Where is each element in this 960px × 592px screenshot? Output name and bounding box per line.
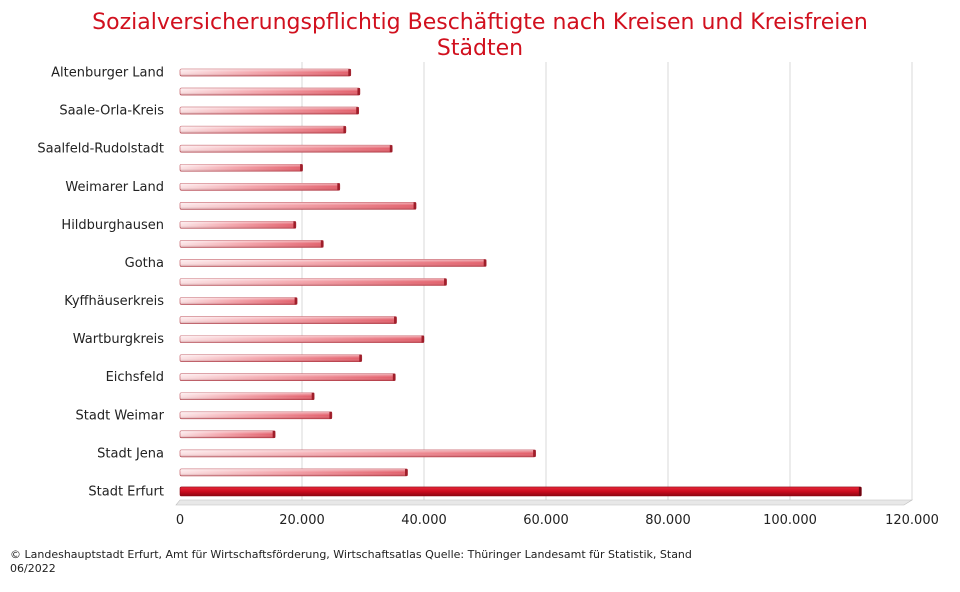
bar-shading	[180, 468, 408, 476]
chart-title: Sozialversicherungspflichtig Beschäftigt…	[92, 10, 868, 61]
bar-shading	[180, 259, 487, 267]
bar-end-cap	[483, 259, 487, 267]
bar-end-cap	[421, 335, 424, 343]
bar-end-cap	[300, 164, 303, 172]
source-note: © Landeshauptstadt Erfurt, Amt für Wirts…	[10, 548, 692, 575]
y-category-label: Eichsfeld	[106, 370, 164, 385]
bar-end-cap	[356, 107, 359, 115]
bar-shading	[180, 411, 332, 419]
bar-end-cap	[405, 468, 408, 476]
x-tick-label: 80.000	[645, 513, 691, 528]
bar-end-cap	[272, 430, 276, 438]
x-tick-label: 0	[176, 513, 184, 528]
y-category-label: Stadt Jena	[97, 446, 164, 461]
bar-shading	[180, 126, 346, 134]
y-category-label: Kyffhäuserkreis	[64, 294, 164, 309]
bar-shading	[180, 392, 315, 400]
bar	[179, 449, 536, 458]
bar	[179, 411, 333, 420]
y-category-label: Stadt Erfurt	[88, 484, 164, 499]
bar-shading	[180, 373, 396, 381]
bar-shading	[180, 88, 360, 96]
bar	[179, 163, 303, 172]
y-category-label: Hildburghausen	[61, 218, 164, 233]
bar	[179, 335, 425, 343]
y-category-label: Altenburger Land	[51, 66, 164, 81]
bar	[179, 486, 862, 497]
x-axis-floor	[175, 499, 914, 506]
bar-end-cap	[294, 297, 298, 305]
y-category-label: Gotha	[125, 256, 164, 271]
bar	[179, 144, 393, 153]
y-category-label: Wartburgkreis	[73, 332, 164, 347]
bar	[179, 87, 361, 96]
bar-end-cap	[320, 240, 324, 248]
bar-end-cap	[329, 411, 332, 419]
bar-shading	[180, 202, 417, 210]
bar-end-cap	[293, 221, 296, 229]
bar	[179, 182, 341, 191]
bar	[179, 316, 397, 324]
bar-shading	[180, 354, 362, 362]
bar	[179, 259, 487, 267]
bar-shading	[180, 335, 424, 343]
bar-end-cap	[389, 145, 393, 153]
bar-shading	[180, 316, 397, 324]
y-category-label: Saale-Orla-Kreis	[59, 104, 164, 119]
bar	[179, 373, 396, 382]
x-tick-label: 40.000	[401, 513, 447, 528]
bar	[179, 430, 276, 439]
bar-end-cap	[348, 69, 351, 77]
bar-shading	[180, 278, 447, 286]
bar-shading	[180, 297, 298, 305]
y-category-label: Stadt Weimar	[76, 408, 165, 423]
bar	[179, 354, 363, 362]
y-category-label: Weimarer Land	[65, 180, 164, 195]
bar-shading	[180, 164, 303, 172]
bar	[179, 468, 408, 477]
bar	[179, 240, 324, 248]
x-tick-label: 60.000	[523, 513, 569, 528]
bar-end-cap	[337, 183, 340, 191]
bar	[179, 125, 347, 134]
bar-shading	[180, 430, 276, 438]
bar-shading	[180, 449, 536, 457]
bar-end-cap	[413, 202, 417, 210]
bar-body	[179, 486, 862, 497]
bar-shading	[180, 145, 393, 153]
bar-end-cap	[394, 316, 397, 324]
bar	[179, 392, 315, 401]
bar	[179, 221, 297, 229]
bar	[179, 106, 360, 115]
bar	[179, 278, 447, 286]
bar	[179, 68, 352, 77]
y-category-label: Saalfeld-Rudolstadt	[37, 142, 164, 157]
bar-end-cap	[444, 278, 447, 286]
bar-end-cap	[392, 373, 396, 381]
bar-end-cap	[343, 126, 346, 134]
bar-shading	[180, 221, 296, 229]
bar-end-cap	[359, 354, 362, 362]
bar-end-cap	[357, 88, 360, 96]
x-tick-label: 20.000	[279, 513, 325, 528]
bar-shading	[180, 107, 359, 115]
bar-end-cap	[858, 486, 862, 496]
bar-shading	[180, 183, 340, 191]
bar	[179, 297, 298, 305]
bar-end-cap	[533, 449, 536, 457]
bar-shading	[180, 240, 324, 248]
x-tick-label: 120.000	[885, 513, 939, 528]
bar-end-cap	[311, 392, 315, 400]
x-tick-label: 100.000	[763, 513, 817, 528]
bar	[179, 202, 417, 210]
bar-shading	[180, 69, 351, 77]
